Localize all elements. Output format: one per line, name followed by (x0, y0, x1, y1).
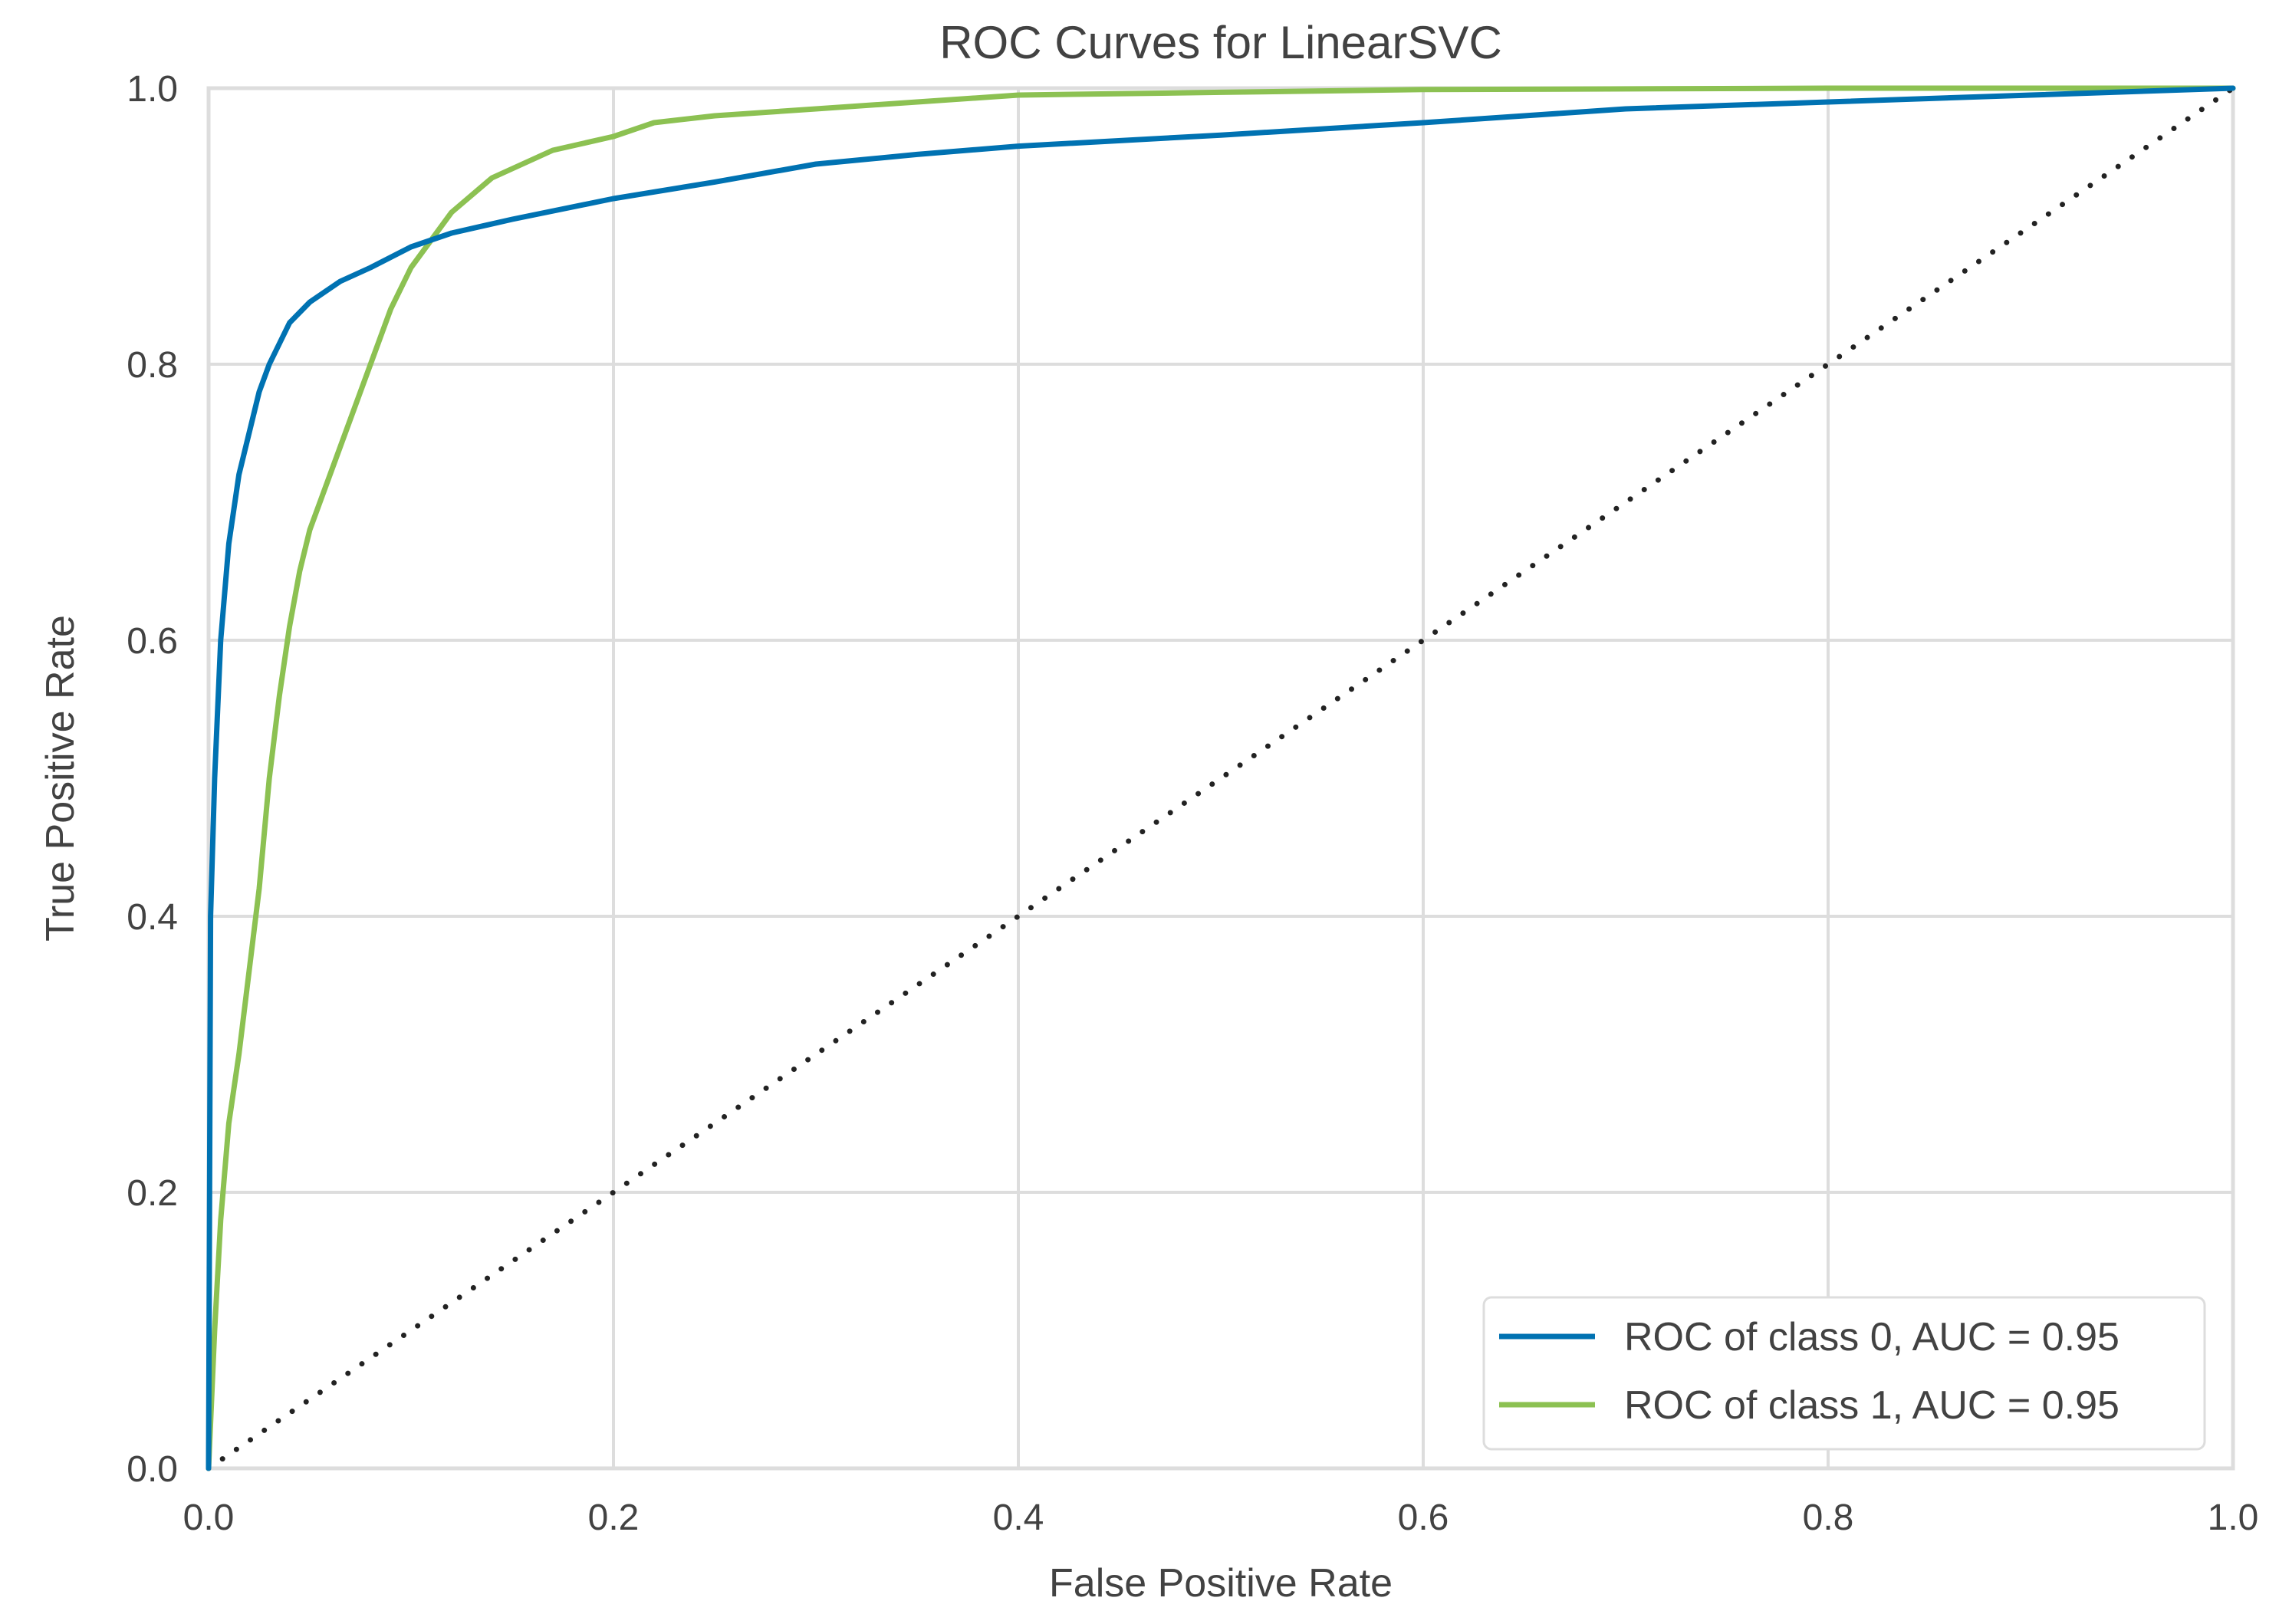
grid-lines (207, 87, 2235, 1470)
y-tick-label: 0.6 (127, 621, 178, 662)
y-tick-label: 0.4 (127, 897, 178, 938)
x-tick-label: 0.0 (183, 1497, 235, 1538)
legend-label-class-0: ROC of class 0, AUC = 0.95 (1624, 1315, 2120, 1359)
y-tick-label: 0.2 (127, 1173, 178, 1214)
x-tick-label: 0.8 (1803, 1497, 1854, 1538)
x-tick-label: 1.0 (2208, 1497, 2259, 1538)
y-tick-label: 0.0 (127, 1449, 178, 1490)
y-tick-label: 0.8 (127, 345, 178, 386)
x-tick-label: 0.6 (1398, 1497, 1449, 1538)
legend: ROC of class 0, AUC = 0.95 ROC of class … (1482, 1296, 2206, 1451)
roc-curve-class-0 (206, 85, 2236, 1471)
roc-curve-class-1 (206, 85, 2236, 1471)
tick-labels: 0.0 0.2 0.4 0.6 0.8 1.0 0.0 0.2 0.4 0.6 0.8 1.0 (127, 69, 2258, 1538)
legend-label-class-1: ROC of class 1, AUC = 0.95 (1624, 1383, 2120, 1428)
chart-title: ROC Curves for LinearSVC (939, 17, 1502, 68)
chance-diagonal-line (206, 85, 2236, 1471)
plot-area-frame (206, 86, 2235, 1471)
y-tick-label: 1.0 (127, 69, 178, 110)
y-axis-title: True Positive Rate (38, 615, 83, 942)
x-tick-label: 0.4 (993, 1497, 1044, 1538)
x-tick-label: 0.2 (588, 1497, 640, 1538)
x-axis-title: False Positive Rate (1049, 1561, 1393, 1606)
legend-box (1482, 1296, 2206, 1451)
roc-series (206, 85, 2236, 1471)
